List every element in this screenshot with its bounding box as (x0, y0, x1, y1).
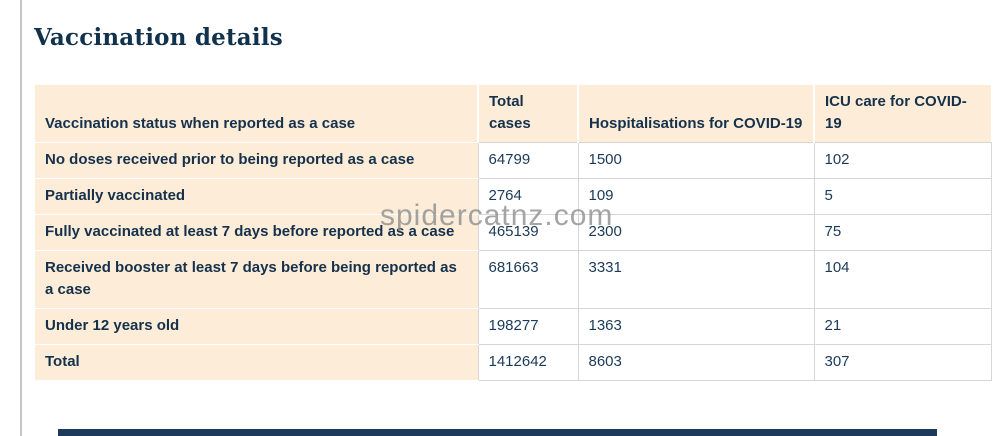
row-label: Received booster at least 7 days before … (35, 250, 478, 309)
table-row: No doses received prior to being reporte… (35, 142, 992, 179)
row-label: Partially vaccinated (35, 178, 478, 215)
column-header-status: Vaccination status when reported as a ca… (35, 85, 479, 143)
hospitalisations-value: 3331 (577, 250, 814, 309)
column-header-hospitalisations: Hospitalisations for COVID-19 (578, 85, 815, 143)
hospitalisations-value: 2300 (577, 214, 814, 251)
icu-value: 21 (813, 308, 992, 345)
page-title: Vaccination details (34, 24, 283, 51)
total-cases-value: 465139 (477, 214, 578, 251)
total-cases-value: 681663 (477, 250, 578, 309)
row-label: Under 12 years old (35, 308, 478, 345)
icu-value: 5 (813, 178, 992, 215)
table-row-total: Total 1412642 8603 307 (35, 344, 992, 381)
table-row: Partially vaccinated 2764 109 5 (35, 178, 992, 215)
row-label: Fully vaccinated at least 7 days before … (35, 214, 478, 251)
row-label: No doses received prior to being reporte… (35, 142, 478, 179)
total-cases-value: 198277 (477, 308, 578, 345)
table-row: Received booster at least 7 days before … (35, 250, 992, 309)
icu-value: 104 (813, 250, 992, 309)
icu-value: 307 (813, 344, 992, 381)
hospitalisations-value: 1363 (577, 308, 814, 345)
total-cases-value: 1412642 (477, 344, 578, 381)
column-header-icu: ICU care for COVID-19 (814, 85, 991, 143)
vaccination-details-table: Vaccination status when reported as a ca… (35, 85, 992, 381)
panel-left-border (20, 0, 22, 436)
hospitalisations-value: 1500 (577, 142, 814, 179)
hospitalisations-value: 109 (577, 178, 814, 215)
icu-value: 102 (813, 142, 992, 179)
hospitalisations-value: 8603 (577, 344, 814, 381)
table-row: Fully vaccinated at least 7 days before … (35, 214, 992, 251)
total-cases-value: 2764 (477, 178, 578, 215)
row-label: Total (35, 344, 478, 381)
table-row: Under 12 years old 198277 1363 21 (35, 308, 992, 345)
table-header-row: Vaccination status when reported as a ca… (35, 85, 991, 143)
total-cases-value: 64799 (477, 142, 578, 179)
icu-value: 75 (813, 214, 992, 251)
horizontal-scrollbar-thumb[interactable] (58, 429, 937, 436)
column-header-total-cases: Total cases (478, 85, 579, 143)
